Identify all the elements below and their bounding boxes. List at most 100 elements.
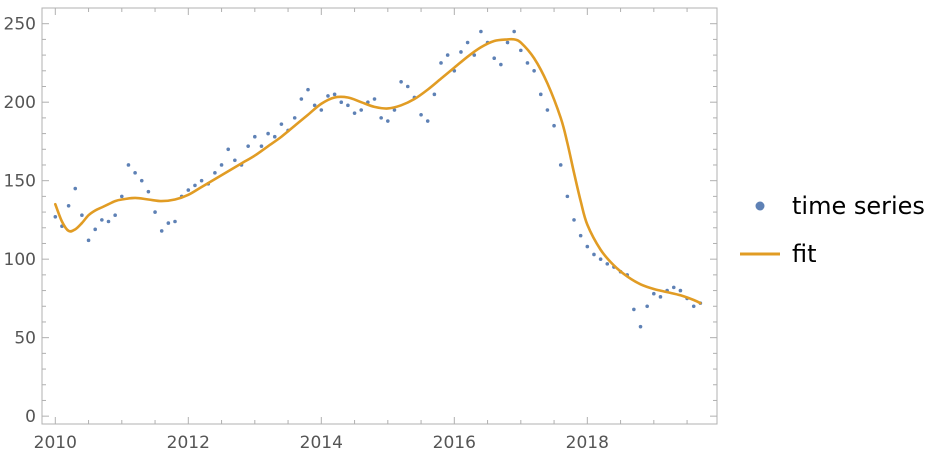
plot-area: 2010 2012 2014 2016 2018 0 50 100 150 200 250: [4, 7, 718, 453]
data-point: [479, 29, 483, 34]
data-point: [266, 131, 270, 136]
data-point: [159, 229, 164, 233]
data-point: [459, 50, 463, 54]
data-point: [439, 61, 443, 65]
data-point: [53, 214, 58, 219]
data-point: [578, 233, 583, 238]
data-point: [445, 53, 450, 57]
data-point: [552, 123, 556, 128]
data-point: [512, 29, 516, 34]
data-point: [80, 213, 84, 218]
data-point: [405, 84, 410, 89]
data-point: [259, 144, 264, 148]
data-point: [519, 48, 523, 53]
x-axis-ticks: 2010 2012 2014 2016 2018: [34, 8, 688, 453]
y-tick-label: 250: [4, 15, 36, 35]
data-point: [525, 61, 530, 65]
x-tick-label: 2018: [566, 433, 609, 453]
data-point: [86, 238, 91, 243]
data-point: [186, 188, 191, 192]
data-point: [253, 134, 257, 139]
fit-line: [54, 37, 702, 305]
data-point: [592, 252, 596, 257]
data-point: [233, 158, 237, 163]
y-tick-label: 200: [4, 93, 36, 113]
data-point: [106, 219, 111, 224]
data-point: [113, 213, 117, 218]
data-point: [219, 163, 224, 167]
data-point: [299, 97, 304, 101]
data-point: [279, 122, 284, 126]
data-point: [332, 92, 337, 97]
data-point: [598, 257, 603, 261]
data-point: [558, 163, 563, 167]
data-point: [352, 111, 357, 115]
data-point: [419, 112, 423, 117]
y-tick-label: 0: [25, 407, 36, 427]
data-point: [126, 163, 131, 167]
data-point: [292, 116, 297, 120]
data-point: [120, 194, 124, 199]
data-point: [658, 295, 663, 299]
data-point: [326, 94, 330, 98]
x-tick-label: 2010: [34, 433, 77, 453]
data-point: [199, 178, 204, 183]
data-point: [432, 92, 437, 97]
data-point: [499, 62, 503, 67]
x-tick-label: 2016: [433, 433, 476, 453]
x-tick-label: 2014: [300, 433, 343, 453]
data-point: [372, 97, 377, 101]
data-point: [226, 147, 231, 152]
data-point: [306, 87, 310, 92]
data-point: [146, 189, 151, 194]
data-point: [139, 178, 144, 183]
data-point: [359, 108, 364, 112]
data-point: [425, 119, 430, 123]
data-point: [272, 134, 277, 139]
data-point: [133, 171, 137, 175]
data-point: [73, 186, 78, 191]
data-point: [492, 56, 497, 61]
data-point: [346, 103, 350, 108]
data-point: [386, 119, 390, 123]
y-axis-ticks: 0 50 100 150 200 250: [4, 15, 717, 427]
plot-frame: [41, 7, 718, 425]
legend-label-time-series: time series: [792, 192, 925, 220]
data-point: [505, 40, 510, 45]
legend-marker-time-series: [755, 201, 765, 211]
data-point: [638, 324, 643, 329]
data-point: [605, 262, 610, 266]
data-point: [465, 40, 470, 45]
data-point: [585, 244, 590, 249]
data-point: [678, 288, 683, 293]
data-point: [339, 100, 344, 104]
y-tick-label: 50: [14, 329, 36, 349]
data-point: [652, 291, 656, 296]
data-point: [319, 108, 324, 112]
data-point: [472, 53, 477, 57]
data-point: [645, 304, 649, 309]
data-point: [312, 103, 317, 108]
data-point: [392, 108, 397, 112]
legend-label-fit: fit: [792, 240, 817, 268]
data-point: [153, 210, 157, 214]
data-point: [213, 171, 217, 175]
data-point: [565, 194, 570, 199]
legend: time series fit: [740, 192, 925, 268]
data-point: [246, 144, 250, 148]
data-point: [671, 285, 676, 290]
fit-line-group: [54, 37, 702, 305]
data-point: [572, 218, 576, 222]
legend-item-time-series: time series: [755, 192, 925, 220]
data-point: [545, 108, 550, 112]
data-point: [193, 183, 197, 188]
data-point: [173, 219, 177, 224]
data-point: [538, 92, 543, 97]
y-tick-label: 100: [4, 250, 36, 270]
data-point: [632, 307, 636, 312]
data-point: [93, 227, 98, 232]
x-tick-label: 2012: [167, 433, 210, 453]
data-point: [399, 79, 403, 84]
data-point: [532, 68, 536, 73]
